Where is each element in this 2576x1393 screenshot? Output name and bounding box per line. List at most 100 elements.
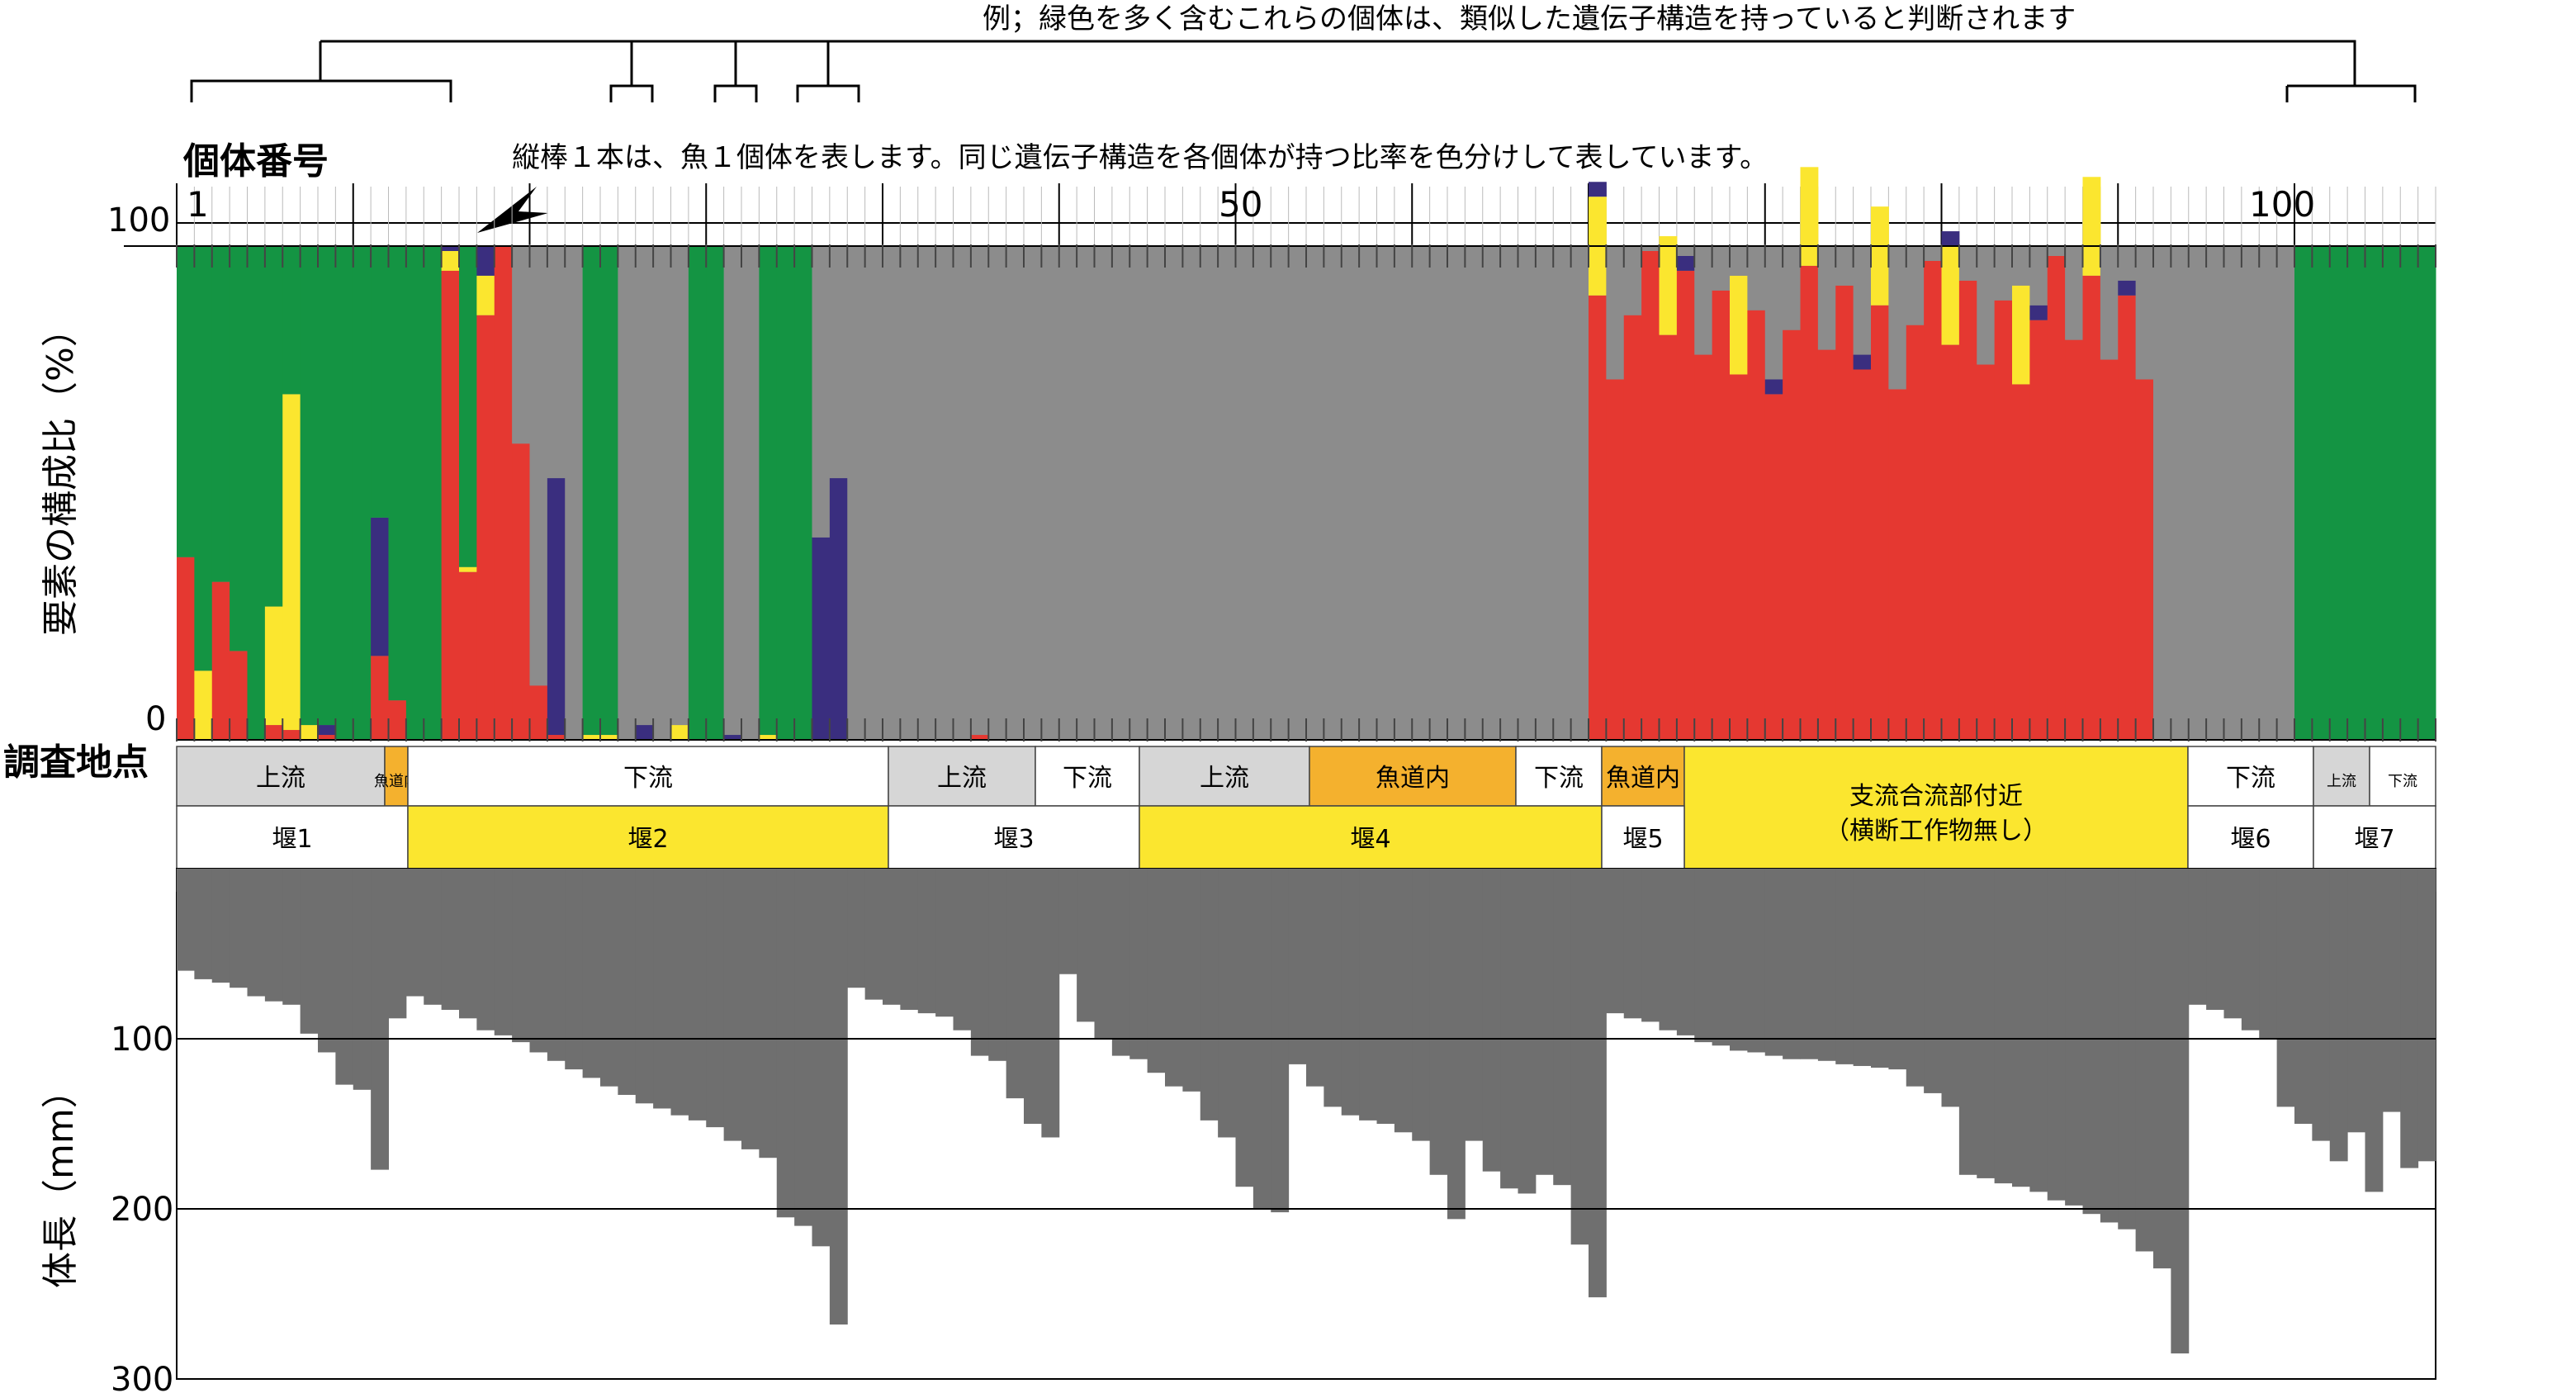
length-bar [741,869,760,1149]
composition-segment [1871,206,1889,306]
composition-segment [1641,250,1660,741]
length-bar [1324,869,1342,1107]
composition-segment [1589,295,1607,740]
composition-segment [1659,334,1678,740]
length-bar [1553,869,1572,1186]
length-bar [1412,869,1431,1141]
site-label-upper: 下流 [2388,773,2417,790]
length-ylabel: 体長（mm） [40,1072,82,1288]
composition-segment [2188,246,2207,740]
length-bar [2206,869,2224,1010]
composition-segment [1429,246,1448,740]
length-bar [653,869,671,1109]
length-bar [1730,869,1748,1051]
weir-label: 堰3 [993,825,1034,854]
composition-segment [1817,349,1836,740]
length-bar [723,869,742,1141]
length-bar [970,869,989,1056]
composition-segment [829,246,848,479]
composition-segment [1994,300,2013,740]
composition-segment [1111,246,1130,740]
length-bar [2347,869,2365,1133]
length-bar [1235,869,1254,1187]
length-bar [1218,869,1236,1138]
composition-ylabel: 要素の構成比（%） [40,310,82,636]
composition-segment [670,246,689,726]
length-bar [2294,869,2313,1124]
length-bar [829,869,848,1325]
composition-segment [635,725,654,740]
composition-segment [177,557,195,740]
composition-segment [935,246,954,740]
composition-segment [1324,246,1342,740]
composition-segment [1394,246,1413,740]
length-bar [688,869,707,1121]
length-bar [2029,869,2048,1192]
length-bar [405,869,424,997]
length-bar [2223,869,2242,1019]
composition-segment [1182,246,1201,740]
composition-segment [1041,246,1060,740]
length-bar [371,869,389,1170]
length-bar [635,869,654,1104]
x-tick-1: 1 [187,184,209,225]
composition-segment [2347,246,2365,740]
length-bar [194,869,213,979]
length-bar [988,869,1007,1061]
composition-segment [1465,246,1484,740]
length-bar [1376,869,1395,1124]
composition-segment [177,246,195,557]
composition-segment [812,537,831,740]
composition-segment [582,246,601,736]
composition-segment [1165,246,1183,740]
length-bar [1676,869,1695,1035]
length-bar [318,869,336,1053]
composition-segment [1058,246,1077,740]
length-bar [600,869,618,1087]
composition-segment [1553,246,1572,740]
composition-segment [970,246,989,736]
composition-segment [2012,285,2030,385]
length-bar [2417,869,2436,1162]
composition-segment [582,735,601,740]
composition-segment [194,670,213,740]
weir-label: 堰5 [1622,825,1663,854]
composition-ytick-0: 0 [145,700,166,738]
length-bar [883,869,901,1005]
composition-segment [1288,246,1307,740]
length-bar [1747,869,1766,1053]
site-label-upper: 支流合流部付近 [1849,782,2023,811]
example-note: 例；緑色を多く含むこれらの個体は、類似した遺伝子構造を持っていると判断されます [983,2,2076,36]
composition-segment [1623,315,1642,741]
composition-segment [441,246,460,251]
length-bar [1447,869,1466,1220]
composition-segment [953,246,972,740]
individual-label: 個体番号 [182,140,329,182]
composition-segment [1606,379,1625,740]
composition-segment [1094,246,1113,740]
composition-segment [600,246,618,736]
composition-segment [1871,305,1889,740]
composition-segment [264,246,283,607]
composition-segment [2365,246,2384,740]
length-bar [1924,869,1942,1093]
length-bar [1994,869,2013,1184]
composition-segment [388,246,407,701]
composition-segment [2400,246,2419,740]
composition-segment [459,566,477,572]
length-bar [776,869,795,1218]
composition-segment [2153,246,2171,740]
composition-segment [1676,246,1695,256]
length-bar [1394,869,1413,1133]
composition-segment [1783,329,1801,740]
weir-cell [407,805,889,869]
composition-segment [706,246,725,740]
composition-segment [759,246,778,736]
length-bar [1659,869,1678,1031]
composition-segment [2029,246,2048,306]
composition-segment [547,735,566,740]
composition-segment [371,517,389,656]
length-bar [794,869,812,1226]
length-bar [1041,869,1060,1138]
